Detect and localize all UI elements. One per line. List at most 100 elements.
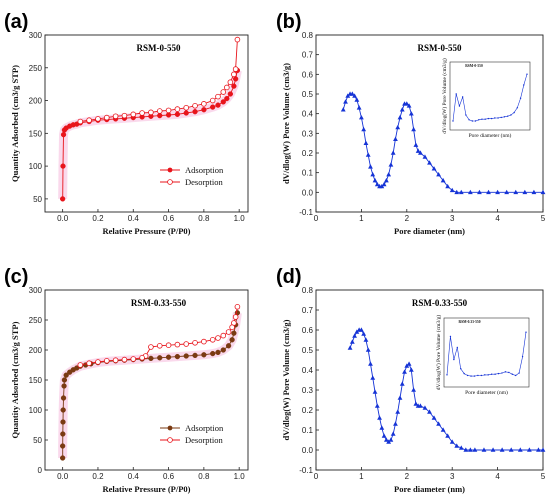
inset-data-point — [468, 119, 470, 121]
data-point — [393, 136, 398, 142]
data-point — [174, 111, 181, 117]
x-tick-label: 1 — [359, 214, 364, 223]
data-point — [404, 101, 410, 106]
x-tick-label: 0.2 — [92, 472, 104, 481]
data-point — [517, 447, 523, 452]
data-point — [458, 445, 464, 450]
data-point — [422, 154, 428, 159]
data-point — [130, 356, 137, 362]
data-point — [526, 447, 532, 452]
data-point — [370, 375, 376, 380]
data-point — [499, 447, 505, 452]
inset-data-point — [504, 371, 507, 373]
data-point — [232, 314, 239, 320]
data-point — [60, 431, 66, 437]
data-point — [463, 447, 469, 452]
data-point — [354, 97, 360, 102]
data-point — [227, 91, 233, 97]
x-tick-label: 0.2 — [92, 214, 104, 223]
data-point — [399, 107, 405, 112]
panel-0: (a) 0.0 0.2 0.4 0.6 0.8 1.0 50 100 150 200 250 300 Re… — [4, 11, 249, 236]
data-point — [540, 447, 546, 452]
data-point — [431, 166, 437, 171]
data-point — [363, 337, 369, 342]
data-point — [231, 330, 237, 336]
data-point — [215, 93, 221, 100]
y-tick-label: 0.2 — [302, 149, 314, 158]
data-point — [231, 71, 237, 78]
data-point — [349, 91, 355, 96]
inset-data-point — [519, 97, 522, 99]
data-point — [386, 172, 392, 177]
y-tick-label: 300 — [29, 286, 43, 295]
data-point — [139, 110, 145, 116]
data-point — [445, 183, 451, 189]
data-point — [397, 115, 403, 120]
y-tick-label: 0.5 — [302, 346, 314, 355]
data-point — [121, 112, 128, 119]
data-point — [156, 108, 163, 114]
data-point — [372, 389, 378, 394]
x-tick-label: 0.4 — [128, 214, 140, 223]
data-point — [183, 104, 190, 111]
inset-data-point — [477, 374, 479, 377]
y-tick-label: 0.2 — [302, 406, 314, 415]
data-point — [201, 101, 207, 107]
panel-1: (b) 0 1 2 3 4 5 -0.1 0.0 0.1 0.2 0.3 0.4 0.5 0.6 0.7 0.8… — [276, 11, 546, 236]
inset-data-point — [518, 372, 520, 374]
y-tick-label: 0.1 — [302, 426, 314, 435]
data-point — [95, 359, 101, 365]
inset-data-point — [460, 368, 462, 370]
y-tick-label: 0 — [38, 466, 43, 475]
inset-frame — [443, 317, 530, 388]
x-tick-label: 0.8 — [198, 214, 210, 223]
data-point — [77, 362, 84, 368]
data-point — [183, 110, 189, 116]
inset-data-point — [494, 373, 496, 375]
x-tick-label: 4 — [495, 214, 500, 223]
data-point — [165, 342, 172, 349]
inset-data-point — [521, 355, 524, 358]
data-point — [363, 140, 369, 145]
chart-title: RSM-0.33-550 — [412, 298, 468, 308]
data-point — [445, 433, 451, 438]
data-point — [192, 352, 198, 359]
data-point — [61, 383, 67, 389]
data-point — [540, 189, 546, 195]
x-tick-label: 1.0 — [234, 214, 246, 223]
inset-data-point — [471, 120, 474, 122]
data-point — [388, 162, 394, 167]
data-point — [215, 349, 221, 356]
inset-data-point — [487, 374, 489, 376]
data-point — [157, 355, 163, 361]
data-point — [379, 425, 385, 430]
legend-marker — [167, 179, 173, 185]
y-tick-label: 100 — [29, 406, 43, 415]
inset-data-point — [474, 120, 477, 122]
data-point — [77, 118, 84, 125]
y-tick-label: 0.0 — [302, 188, 314, 197]
inset-data-point — [497, 117, 499, 119]
plot-frame — [44, 34, 249, 213]
inset-data-point — [480, 374, 483, 377]
data-point — [60, 131, 67, 138]
data-point — [165, 112, 172, 118]
y-tick-label: 100 — [29, 162, 43, 171]
x-tick-label: 1 — [359, 472, 364, 481]
inset-data-point — [487, 117, 490, 120]
data-point — [60, 455, 66, 461]
data-point — [340, 107, 346, 112]
data-point — [359, 115, 364, 120]
data-point — [63, 372, 69, 378]
data-point — [148, 109, 154, 116]
y-tick-label: 0.1 — [302, 169, 314, 178]
x-axis-label: Pore diameter (nm) — [394, 484, 465, 494]
data-point — [201, 352, 207, 358]
data-point — [156, 342, 163, 349]
legend-entry: Desorption — [185, 177, 224, 187]
inset-data-point — [458, 105, 461, 107]
data-point — [365, 347, 371, 352]
data-point — [359, 327, 364, 332]
y-tick-label: 150 — [29, 376, 43, 385]
data-point — [418, 403, 423, 408]
